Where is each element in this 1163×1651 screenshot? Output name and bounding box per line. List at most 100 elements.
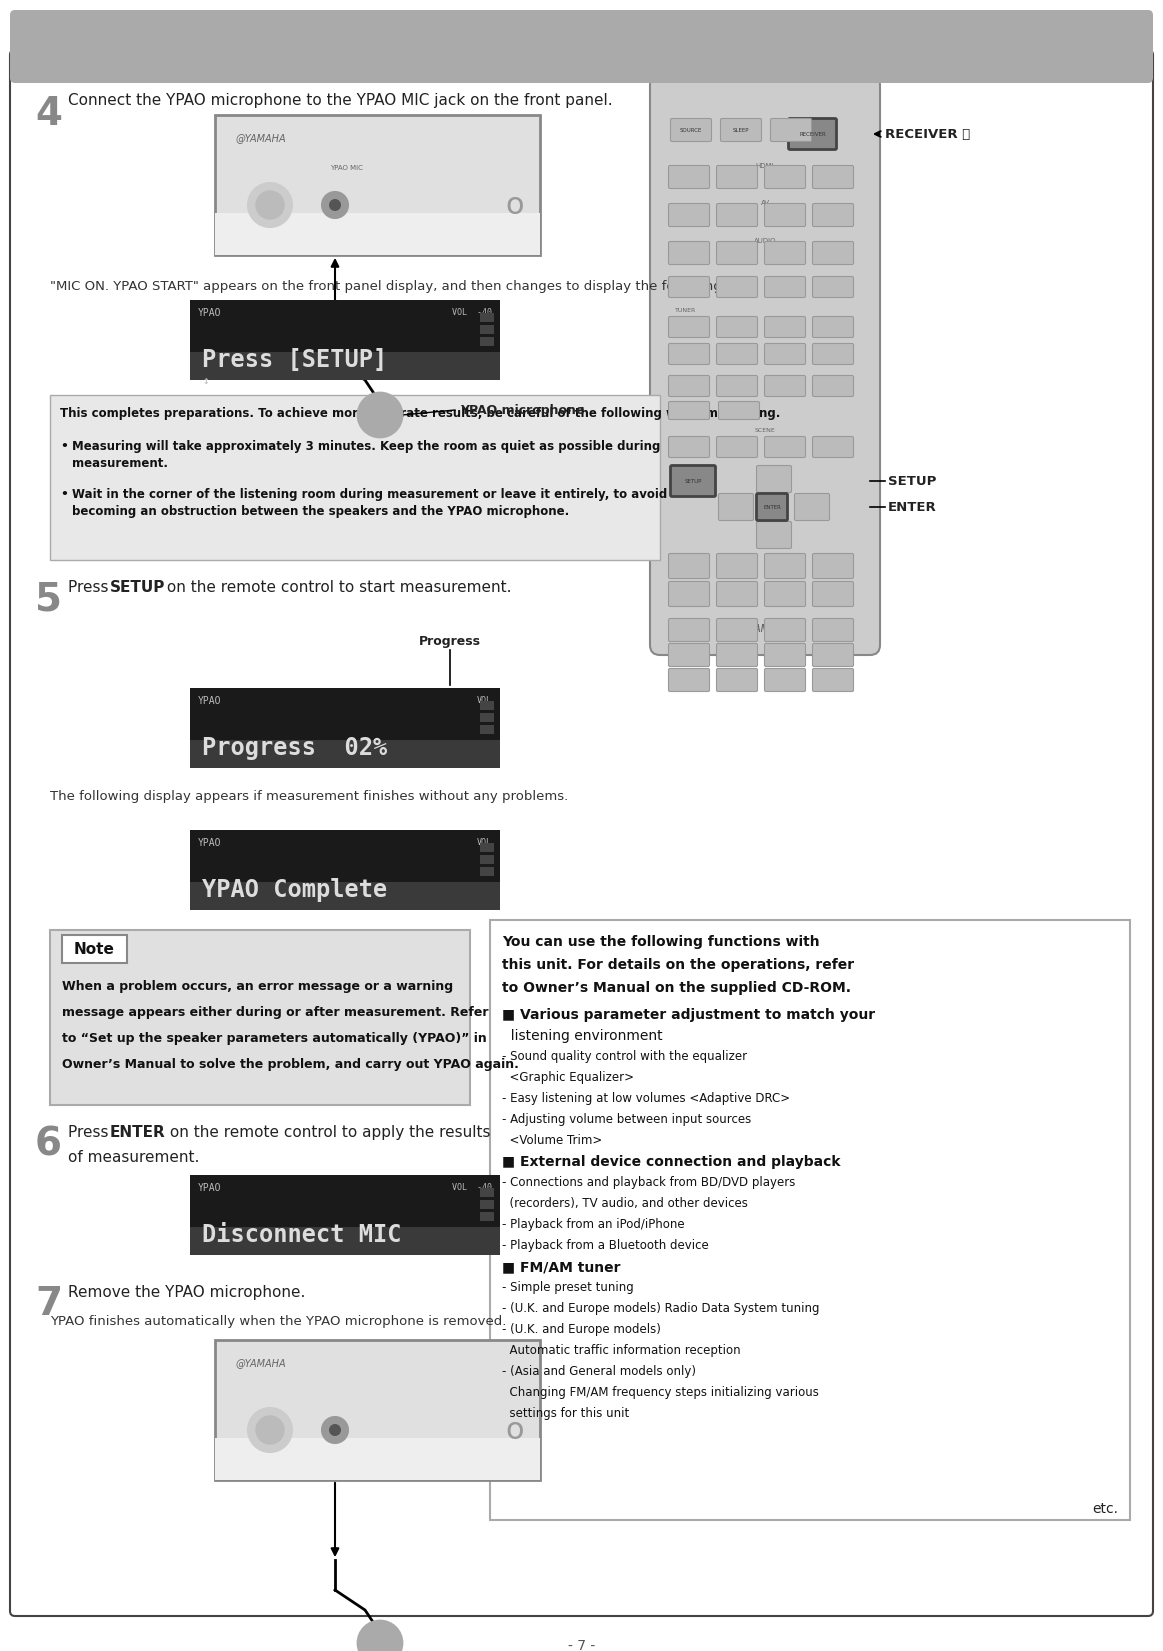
FancyBboxPatch shape — [716, 343, 757, 365]
Text: Press: Press — [67, 580, 113, 594]
Bar — [190, 1227, 500, 1255]
Circle shape — [329, 200, 341, 211]
Bar — [215, 1438, 540, 1479]
Text: AUDIO: AUDIO — [754, 238, 776, 244]
Text: This completes preparations. To achieve more accurate results, be careful of the: This completes preparations. To achieve … — [60, 408, 780, 419]
Text: to “Set up the speaker parameters automatically (YPAO)” in: to “Set up the speaker parameters automa… — [62, 1032, 487, 1045]
FancyBboxPatch shape — [716, 375, 757, 396]
Text: - Connections and playback from BD/DVD players: - Connections and playback from BD/DVD p… — [502, 1176, 795, 1189]
FancyBboxPatch shape — [716, 436, 757, 457]
Circle shape — [329, 1425, 341, 1436]
Text: RECEIVER ⏻: RECEIVER ⏻ — [875, 127, 970, 140]
Text: - (U.K. and Europe models) Radio Data System tuning: - (U.K. and Europe models) Radio Data Sy… — [502, 1303, 820, 1314]
Text: YPAO: YPAO — [198, 1184, 221, 1194]
Text: ENTER: ENTER — [110, 1124, 166, 1139]
FancyBboxPatch shape — [716, 644, 757, 667]
Circle shape — [322, 192, 348, 218]
FancyBboxPatch shape — [764, 375, 806, 396]
Bar — [480, 1189, 494, 1197]
Text: <Graphic Equalizer>: <Graphic Equalizer> — [502, 1071, 634, 1085]
FancyBboxPatch shape — [669, 276, 709, 297]
Bar — [215, 213, 540, 254]
Text: ■ Various parameter adjustment to match your: ■ Various parameter adjustment to match … — [502, 1009, 875, 1022]
Text: Connect the YPAO microphone to the YPAO MIC jack on the front panel.: Connect the YPAO microphone to the YPAO … — [67, 92, 613, 107]
Bar — [480, 855, 494, 863]
FancyBboxPatch shape — [650, 74, 880, 655]
FancyBboxPatch shape — [669, 343, 709, 365]
Text: TUNER: TUNER — [675, 309, 697, 314]
FancyBboxPatch shape — [716, 669, 757, 692]
Text: "MIC ON. YPAO START" appears on the front panel display, and then changes to dis: "MIC ON. YPAO START" appears on the fron… — [50, 281, 726, 292]
Bar — [190, 740, 500, 768]
Text: - Simple preset tuning: - Simple preset tuning — [502, 1281, 634, 1294]
FancyBboxPatch shape — [716, 317, 757, 337]
FancyBboxPatch shape — [721, 119, 762, 142]
FancyBboxPatch shape — [764, 669, 806, 692]
Text: Measuring will take approximately 3 minutes. Keep the room as quiet as possible : Measuring will take approximately 3 minu… — [72, 441, 661, 471]
Text: SETUP: SETUP — [110, 580, 165, 594]
Text: ↕: ↕ — [202, 376, 208, 386]
Text: 5: 5 — [35, 580, 62, 617]
Text: message appears either during or after measurement. Refer: message appears either during or after m… — [62, 1005, 488, 1019]
Bar — [15, 35, 1148, 59]
Text: - Easy listening at low volumes <Adaptive DRC>: - Easy listening at low volumes <Adaptiv… — [502, 1091, 790, 1105]
FancyBboxPatch shape — [813, 669, 854, 692]
Text: YPAO: YPAO — [198, 839, 221, 849]
FancyBboxPatch shape — [669, 165, 709, 188]
Text: - Playback from an iPod/iPhone: - Playback from an iPod/iPhone — [502, 1218, 685, 1232]
Text: You can use the following functions with: You can use the following functions with — [502, 934, 820, 949]
FancyBboxPatch shape — [813, 375, 854, 396]
Circle shape — [248, 1408, 292, 1451]
Text: The following display appears if measurement finishes without any problems.: The following display appears if measure… — [50, 789, 569, 802]
Text: •: • — [60, 489, 67, 500]
FancyBboxPatch shape — [764, 165, 806, 188]
FancyBboxPatch shape — [716, 203, 757, 226]
Text: - Sound quality control with the equalizer: - Sound quality control with the equaliz… — [502, 1050, 747, 1063]
Text: Progress: Progress — [419, 636, 481, 647]
FancyBboxPatch shape — [215, 116, 540, 254]
Text: YPAO: YPAO — [198, 309, 221, 319]
FancyBboxPatch shape — [764, 241, 806, 264]
Text: YPAO finishes automatically when the YPAO microphone is removed.: YPAO finishes automatically when the YPA… — [50, 1314, 506, 1327]
Text: ■ External device connection and playback: ■ External device connection and playbac… — [502, 1156, 841, 1169]
FancyBboxPatch shape — [671, 119, 712, 142]
Text: VOL  -40: VOL -40 — [452, 309, 492, 317]
Text: When a problem occurs, an error message or a warning: When a problem occurs, an error message … — [62, 981, 454, 992]
FancyBboxPatch shape — [669, 436, 709, 457]
Bar — [480, 844, 494, 852]
FancyBboxPatch shape — [62, 934, 127, 963]
FancyBboxPatch shape — [671, 466, 715, 497]
Bar — [480, 314, 494, 322]
FancyBboxPatch shape — [716, 581, 757, 606]
FancyBboxPatch shape — [756, 494, 787, 520]
Text: Press [SETUP]: Press [SETUP] — [202, 348, 387, 371]
Circle shape — [248, 183, 292, 226]
FancyBboxPatch shape — [716, 165, 757, 188]
FancyBboxPatch shape — [669, 581, 709, 606]
FancyBboxPatch shape — [719, 401, 759, 419]
Bar — [480, 725, 494, 735]
Text: HDMI: HDMI — [756, 163, 775, 168]
FancyBboxPatch shape — [669, 375, 709, 396]
Text: @YAMAHA: @YAMAHA — [235, 1359, 286, 1369]
FancyBboxPatch shape — [669, 553, 709, 578]
Text: of measurement.: of measurement. — [67, 1151, 199, 1166]
Bar — [480, 337, 494, 347]
Text: Press: Press — [67, 1124, 113, 1139]
Text: 4: 4 — [35, 96, 62, 134]
FancyBboxPatch shape — [764, 317, 806, 337]
Text: (recorders), TV audio, and other devices: (recorders), TV audio, and other devices — [502, 1197, 748, 1210]
Text: 6: 6 — [35, 1124, 62, 1162]
Text: YPAO MIC: YPAO MIC — [330, 165, 363, 172]
FancyBboxPatch shape — [813, 241, 854, 264]
Text: YPAO: YPAO — [198, 697, 221, 707]
FancyBboxPatch shape — [669, 619, 709, 642]
Text: <Volume Trim>: <Volume Trim> — [502, 1134, 602, 1147]
Text: Automatic traffic information reception: Automatic traffic information reception — [502, 1344, 741, 1357]
FancyBboxPatch shape — [794, 494, 829, 520]
Text: YPAO Complete: YPAO Complete — [202, 878, 387, 901]
Bar — [190, 688, 500, 768]
FancyBboxPatch shape — [813, 644, 854, 667]
Text: - Playback from a Bluetooth device: - Playback from a Bluetooth device — [502, 1238, 708, 1251]
FancyBboxPatch shape — [813, 436, 854, 457]
